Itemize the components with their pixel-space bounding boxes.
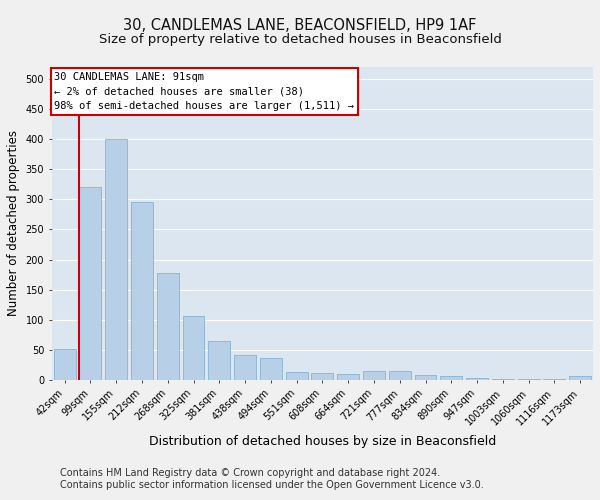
Text: 30, CANDLEMAS LANE, BEACONSFIELD, HP9 1AF: 30, CANDLEMAS LANE, BEACONSFIELD, HP9 1A… xyxy=(124,18,476,32)
Bar xyxy=(337,374,359,380)
Bar xyxy=(415,374,436,380)
Bar xyxy=(182,316,205,380)
Bar xyxy=(286,372,308,380)
Bar xyxy=(569,376,591,380)
Bar xyxy=(466,378,488,380)
Bar xyxy=(53,348,76,380)
Bar xyxy=(79,188,101,380)
Text: Size of property relative to detached houses in Beaconsfield: Size of property relative to detached ho… xyxy=(98,32,502,46)
Text: Contains HM Land Registry data © Crown copyright and database right 2024.: Contains HM Land Registry data © Crown c… xyxy=(60,468,440,477)
Bar xyxy=(157,273,179,380)
Bar xyxy=(440,376,462,380)
Bar xyxy=(260,358,282,380)
Bar xyxy=(311,372,334,380)
Bar xyxy=(105,139,127,380)
Text: 30 CANDLEMAS LANE: 91sqm
← 2% of detached houses are smaller (38)
98% of semi-de: 30 CANDLEMAS LANE: 91sqm ← 2% of detache… xyxy=(55,72,355,111)
Bar xyxy=(234,354,256,380)
Bar xyxy=(208,341,230,380)
Bar xyxy=(389,371,410,380)
Text: Contains public sector information licensed under the Open Government Licence v3: Contains public sector information licen… xyxy=(60,480,484,490)
Bar xyxy=(492,378,514,380)
Y-axis label: Number of detached properties: Number of detached properties xyxy=(7,130,20,316)
Bar xyxy=(363,371,385,380)
X-axis label: Distribution of detached houses by size in Beaconsfield: Distribution of detached houses by size … xyxy=(149,435,496,448)
Bar xyxy=(131,202,153,380)
